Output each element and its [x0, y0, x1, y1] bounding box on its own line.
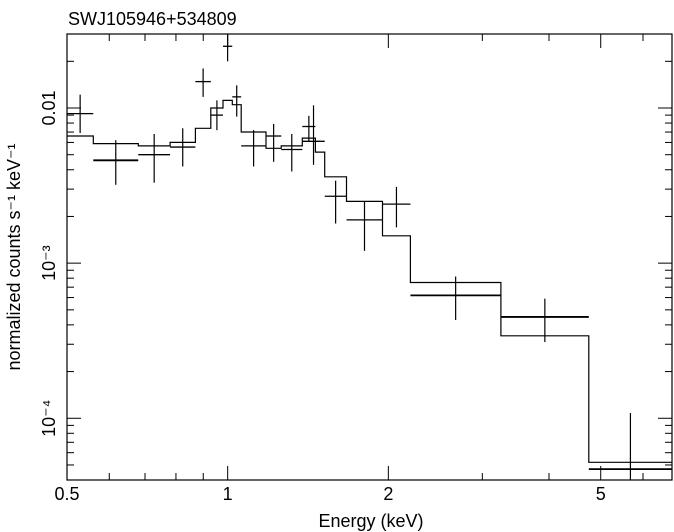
data-point [346, 201, 383, 251]
data-point [195, 68, 211, 97]
x-tick-label: 5 [596, 484, 606, 504]
data-point [588, 413, 672, 480]
x-tick-label: 0.5 [54, 484, 79, 504]
plot-frame [66, 33, 673, 481]
data-point [138, 133, 171, 183]
y-tick-label: 0.01 [39, 90, 59, 125]
x-tick-label: 2 [383, 484, 393, 504]
chart-title: SWJ105946+534809 [68, 9, 237, 29]
data-point [382, 186, 411, 228]
data-point [170, 128, 196, 167]
data-point [324, 180, 347, 224]
data-point [266, 123, 282, 162]
data-point [232, 85, 242, 117]
data-point [302, 105, 325, 165]
x-tick-label: 1 [223, 484, 233, 504]
y-tick-label: 10⁻³ [39, 245, 59, 281]
axis-tick-labels: 0.5 1 2 5 0.01 10⁻³ 10⁻⁴ [39, 90, 606, 504]
data-points [67, 34, 672, 480]
axis-ticks [66, 33, 672, 481]
data-point [67, 94, 94, 134]
data-point [210, 100, 223, 131]
y-tick-label: 10⁻⁴ [39, 400, 59, 437]
data-point [93, 140, 139, 185]
data-point [281, 133, 303, 172]
data-point [222, 34, 233, 62]
y-axis-label: normalized counts s⁻¹ keV⁻¹ [4, 143, 24, 370]
data-point [410, 276, 501, 321]
x-axis-label: Energy (keV) [318, 511, 423, 531]
data-point [500, 298, 589, 343]
data-point [241, 130, 267, 167]
